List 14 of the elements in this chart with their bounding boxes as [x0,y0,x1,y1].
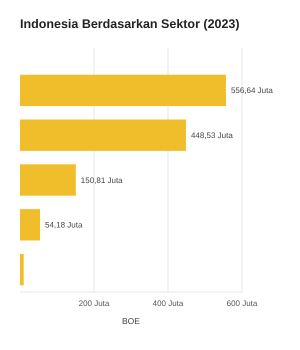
bar [20,74,226,106]
x-tick-label: 400 Juta [152,299,184,308]
data-label: 448,53 Juta [190,131,234,140]
chart-title: Indonesia Berdasarkan Sektor (2023) [20,17,240,31]
bar [20,209,40,240]
x-tick-label: 600 Juta [226,299,258,308]
bar [20,120,186,151]
data-label: 54,18 Juta [45,220,83,230]
bar [20,254,24,286]
x-tick-label: 200 Juta [78,299,110,308]
data-label: 150,81 Juta [80,176,124,185]
data-label: 556,64 Juta [230,86,274,96]
x-axis-title: BOE [122,316,140,326]
bar [20,164,76,196]
